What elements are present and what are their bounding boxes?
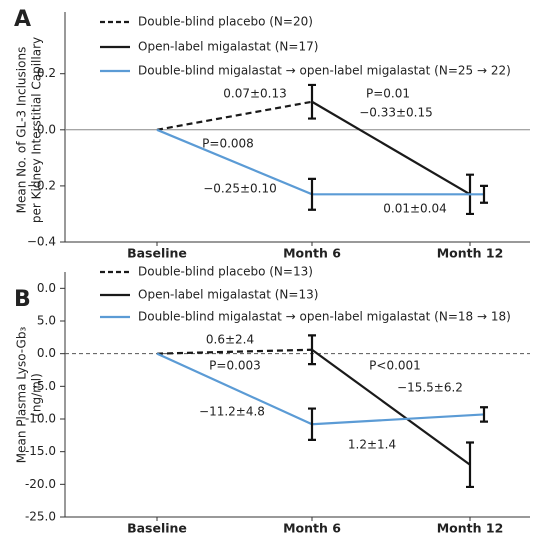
annotation: P=0.008 (202, 137, 254, 151)
series-line (156, 100, 313, 131)
y-axis-label: (ng/ml) (30, 373, 44, 417)
legend-label: Open-label migalastat (N=13) (138, 288, 318, 302)
y-axis-label: per Kidney Interstitial Capillary (30, 37, 44, 223)
y-tick-label: −0.4 (27, 235, 56, 249)
legend-label: Double-blind placebo (N=20) (138, 15, 313, 29)
y-tick-label: -5.0 (33, 379, 56, 393)
y-tick-label: -20.0 (25, 477, 56, 491)
error-bar (308, 407, 316, 442)
y-tick-label: −0.2 (27, 178, 56, 192)
x-tick-label: Month 6 (283, 521, 341, 536)
series-line (156, 348, 313, 355)
error-bar (466, 441, 474, 489)
annotation: 0.01±0.04 (383, 202, 447, 216)
panel-label: A (14, 7, 31, 32)
annotation: −0.25±0.10 (203, 182, 277, 196)
x-tick-label: Month 6 (283, 246, 341, 261)
annotation: −15.5±6.2 (397, 381, 463, 395)
annotation: 1.2±1.4 (348, 438, 396, 452)
legend-label: Double-blind placebo (N=13) (138, 265, 313, 279)
y-axis-label: Mean No. of GL-3 Inclusions (15, 47, 29, 214)
error-bar (308, 177, 316, 211)
x-tick-label: Baseline (127, 246, 187, 261)
annotation: P=0.003 (209, 359, 261, 373)
legend-label: Double-blind migalastat → open-label mig… (138, 64, 511, 78)
x-tick-label: Month 12 (437, 521, 504, 536)
y-tick-label: -25.0 (25, 510, 56, 524)
y-tick-label: 0.2 (37, 66, 56, 80)
annotation: −0.33±0.15 (359, 106, 433, 120)
x-tick-label: Month 12 (437, 246, 504, 261)
panel-label: B (14, 287, 31, 312)
legend-label: Double-blind migalastat → open-label mig… (138, 310, 511, 324)
error-bar (308, 334, 316, 366)
x-tick-label: Baseline (127, 521, 187, 536)
annotation: −11.2±4.8 (199, 405, 265, 419)
series-line (311, 348, 471, 466)
series-line (311, 100, 471, 196)
y-tick-label: 5.0 (37, 314, 56, 328)
error-bar (480, 406, 488, 423)
annotation: P=0.01 (366, 87, 410, 101)
y-tick-label: -10.0 (25, 412, 56, 426)
y-axis-label: Mean Plasma Lyso-Gb₃ (15, 327, 29, 464)
y-tick-label: 0.0 (37, 281, 56, 295)
annotation: P<0.001 (369, 359, 421, 373)
annotation: 0.6±2.4 (206, 333, 254, 347)
error-bar (308, 83, 316, 120)
error-bar (480, 184, 488, 204)
y-tick-label: 0.0 (37, 346, 56, 360)
annotation: 0.07±0.13 (223, 87, 287, 101)
y-tick-label: 0.0 (37, 122, 56, 136)
legend-label: Open-label migalastat (N=17) (138, 40, 318, 54)
y-tick-label: -15.0 (25, 444, 56, 458)
